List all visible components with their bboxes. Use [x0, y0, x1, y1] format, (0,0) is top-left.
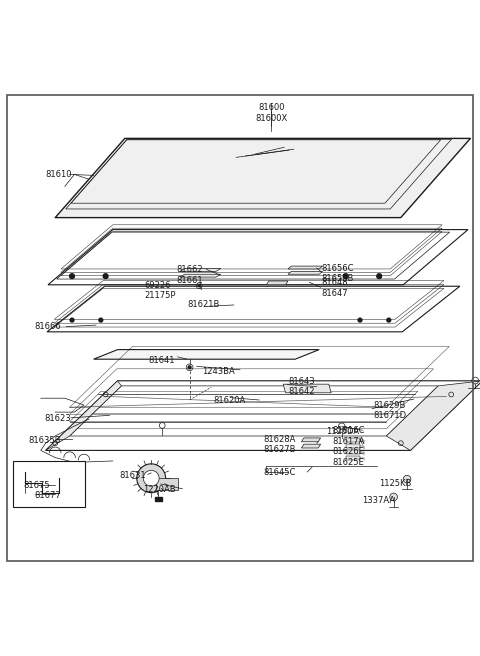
Polygon shape [346, 450, 360, 454]
Text: 81648
81647: 81648 81647 [322, 278, 348, 298]
Text: 1337AA: 1337AA [362, 497, 396, 505]
Polygon shape [288, 272, 323, 274]
Text: 81621B: 81621B [187, 300, 219, 310]
Text: 81631: 81631 [119, 471, 145, 480]
Circle shape [343, 274, 348, 279]
Text: 81656C
81655B: 81656C 81655B [322, 264, 354, 283]
Text: 1243BA: 1243BA [202, 367, 234, 376]
Text: 81675: 81675 [23, 481, 49, 490]
Bar [156, 478, 178, 490]
Polygon shape [48, 230, 468, 285]
Text: 1125KB: 1125KB [379, 480, 411, 489]
Circle shape [103, 274, 108, 279]
Text: 81629B
81671D: 81629B 81671D [373, 401, 407, 420]
Text: 69226
21175P: 69226 21175P [144, 281, 176, 300]
Polygon shape [46, 380, 121, 451]
Text: 1125DA: 1125DA [326, 426, 360, 436]
Polygon shape [346, 444, 360, 448]
Circle shape [70, 274, 74, 279]
Polygon shape [47, 286, 460, 332]
Text: 1220AB: 1220AB [143, 485, 176, 494]
Circle shape [70, 318, 74, 322]
Text: 81610: 81610 [46, 170, 72, 179]
Text: 81620A: 81620A [214, 396, 246, 405]
Polygon shape [46, 380, 480, 451]
Polygon shape [94, 350, 319, 359]
Polygon shape [386, 380, 480, 451]
Text: 81662
81661: 81662 81661 [177, 266, 203, 285]
Polygon shape [301, 444, 321, 448]
Circle shape [377, 274, 382, 279]
Polygon shape [55, 138, 470, 218]
Polygon shape [180, 274, 221, 277]
Polygon shape [180, 268, 221, 272]
Bar [13, 461, 85, 506]
Polygon shape [346, 456, 360, 459]
Polygon shape [288, 266, 323, 269]
Polygon shape [346, 438, 360, 442]
Circle shape [358, 318, 362, 322]
Circle shape [387, 318, 391, 322]
Polygon shape [301, 438, 321, 441]
Text: 81623: 81623 [44, 414, 71, 422]
Text: 81635B: 81635B [29, 436, 61, 445]
Text: 81600
81600X: 81600 81600X [255, 104, 288, 123]
Circle shape [137, 464, 166, 493]
Text: 81666: 81666 [35, 322, 61, 331]
Circle shape [198, 285, 200, 287]
Circle shape [188, 366, 191, 369]
Polygon shape [283, 384, 331, 393]
Text: 81643
81642: 81643 81642 [288, 377, 314, 396]
Circle shape [390, 493, 397, 501]
Circle shape [403, 476, 411, 483]
Circle shape [143, 470, 159, 486]
Polygon shape [266, 281, 288, 285]
Text: 81641: 81641 [149, 356, 175, 365]
Text: 81628A
81627B: 81628A 81627B [263, 435, 296, 455]
Circle shape [99, 318, 103, 322]
Bar [155, 497, 162, 501]
Text: 81816C
81617A
81626E
81625E: 81816C 81617A 81626E 81625E [332, 426, 365, 466]
Text: 81645C: 81645C [263, 468, 295, 478]
Polygon shape [70, 386, 438, 436]
Text: 81677: 81677 [35, 491, 61, 499]
